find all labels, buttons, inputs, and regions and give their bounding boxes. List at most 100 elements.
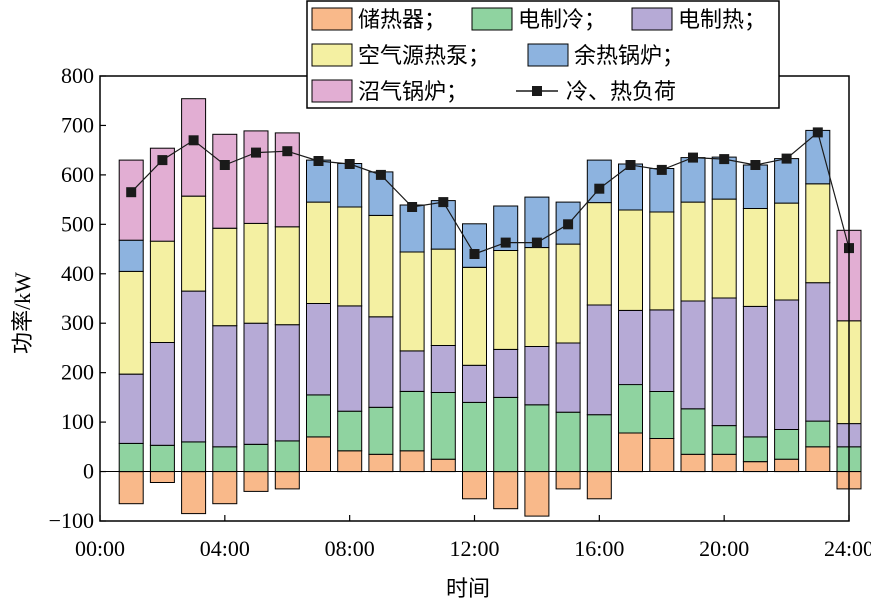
bar-segment-4-hour-23 — [805, 183, 831, 284]
load-marker-hour-23 — [812, 127, 823, 138]
bar-segment-1-hour-1 — [118, 471, 144, 505]
bar-segment-2-hour-22 — [774, 429, 800, 460]
bar-segment-1-hour-13 — [493, 471, 519, 510]
bar-segment-3-hour-2 — [149, 342, 175, 446]
tick-labels: 800 700 600 500 400 300 200 100 0 −100 00:00 04:00 0… — [49, 63, 871, 561]
y-tick-label: 700 — [61, 112, 94, 137]
legend-label-3: 电制热； — [678, 7, 766, 32]
bar-segment-3-hour-1 — [118, 373, 144, 444]
bar-segment-5-hour-19 — [680, 157, 706, 203]
bar-segment-3-hour-11 — [430, 345, 456, 393]
legend-label-1: 储热器； — [358, 7, 446, 32]
legend-label-load: 冷、热负荷 — [566, 79, 676, 104]
bar-segment-4-hour-9 — [368, 214, 394, 318]
bar-segment-5-hour-9 — [368, 171, 394, 216]
y-tick-label: −100 — [49, 508, 94, 533]
y-tick-label: 0 — [83, 459, 94, 484]
bar-segment-2-hour-23 — [805, 420, 831, 448]
load-marker-hour-2 — [157, 155, 168, 166]
bar-segment-1-hour-14 — [524, 471, 550, 517]
bar-segment-5-hour-23 — [805, 129, 831, 185]
bar-segment-6-hour-1 — [118, 159, 144, 241]
x-tick-label: 00:00 — [75, 536, 125, 561]
bar-segment-3-hour-17 — [618, 309, 643, 386]
x-tick-label: 08:00 — [325, 536, 375, 561]
y-tick-label: 200 — [61, 360, 94, 385]
bar-segment-5-hour-8 — [337, 163, 363, 208]
load-marker-hour-10 — [407, 202, 418, 212]
y-tick-label: 100 — [61, 409, 94, 434]
bar-segment-3-hour-13 — [493, 348, 519, 398]
bar-segment-1-hour-8 — [337, 450, 363, 473]
bar-segment-2-hour-4 — [212, 446, 238, 472]
load-marker-hour-1 — [126, 187, 137, 198]
bar-segment-5-hour-1 — [118, 239, 144, 272]
bar-segment-4-hour-11 — [430, 248, 456, 347]
bar-segment-4-hour-5 — [243, 222, 269, 324]
bar-segment-1-hour-15 — [555, 471, 581, 490]
bar-segment-2-hour-10 — [399, 391, 425, 452]
bar-segment-4-hour-1 — [118, 270, 144, 375]
bar-segment-1-hour-5 — [243, 471, 269, 492]
bar-segment-6-hour-3 — [181, 98, 207, 197]
bar-segment-1-hour-10 — [399, 450, 425, 473]
bar-segment-1-hour-16 — [586, 471, 612, 500]
bar-segment-1-hour-6 — [274, 471, 300, 490]
bar-segment-4-hour-15 — [555, 243, 581, 344]
bar-segment-1-hour-18 — [649, 437, 675, 472]
load-marker-hour-7 — [313, 156, 324, 166]
y-axis-label: 功率/kW — [10, 272, 35, 354]
legend-label-6: 沼气锅炉； — [358, 79, 468, 104]
load-marker-hour-20 — [719, 154, 730, 165]
load-marker-hour-19 — [688, 152, 698, 163]
x-tick-label: 04:00 — [200, 536, 250, 561]
bar-segment-5-hour-10 — [399, 204, 425, 253]
bar-segment-3-hour-12 — [462, 364, 487, 403]
bar-segment-1-hour-7 — [306, 436, 331, 472]
bar-segment-3-hour-15 — [555, 342, 581, 413]
y-tick-label: 800 — [61, 63, 94, 88]
bar-segment-6-hour-4 — [212, 133, 238, 229]
bar-segment-4-hour-20 — [711, 198, 737, 299]
bar-segment-3-hour-18 — [649, 309, 675, 392]
load-marker-hour-17 — [625, 160, 636, 170]
bar-segment-4-hour-13 — [493, 250, 519, 350]
legend-items: 储热器； 电制冷； 电制热； 空气源热泵； 余热锅炉； 沼气锅炉； 冷、热负荷 — [311, 7, 766, 104]
bar-segment-4-hour-6 — [274, 226, 300, 326]
bar-segment-5-hour-16 — [586, 159, 612, 204]
bar-segment-4-hour-2 — [149, 240, 175, 344]
load-marker-hour-15 — [563, 219, 574, 230]
y-tick-label: 400 — [61, 261, 94, 286]
bar-segment-3-hour-14 — [524, 346, 550, 406]
bar-segment-2-hour-14 — [524, 404, 550, 472]
bar-segment-2-hour-3 — [181, 441, 207, 473]
bar-segment-1-hour-2 — [149, 471, 175, 484]
bar-segment-3-hour-10 — [399, 350, 425, 392]
load-line-layer — [126, 127, 854, 259]
bar-segment-2-hour-2 — [149, 444, 175, 472]
bar-segment-1-hour-3 — [181, 471, 207, 515]
bar-segment-2-hour-13 — [493, 396, 519, 473]
bar-segment-2-hour-21 — [742, 436, 768, 463]
bar-segment-3-hour-9 — [368, 316, 394, 408]
bar-segment-4-hour-4 — [212, 227, 238, 327]
load-marker-hour-13 — [500, 237, 511, 248]
bar-segment-2-hour-16 — [586, 414, 612, 473]
load-marker-hour-22 — [781, 153, 792, 164]
bar-segment-1-hour-23 — [805, 446, 831, 472]
bar-segment-2-hour-17 — [618, 384, 643, 434]
legend-swatch-4 — [311, 43, 353, 67]
load-line — [130, 131, 850, 255]
load-marker-hour-9 — [375, 169, 386, 180]
bar-segment-3-hour-19 — [680, 300, 706, 410]
bar-segment-2-hour-5 — [243, 443, 269, 473]
bar-layer — [118, 98, 862, 517]
x-tick-label: 24:00 — [824, 536, 871, 561]
bar-segment-1-hour-9 — [368, 453, 394, 473]
bar-segment-4-hour-8 — [337, 206, 363, 307]
bar-segment-2-hour-19 — [680, 408, 706, 455]
bar-segment-4-hour-18 — [649, 211, 675, 311]
load-marker-hour-11 — [438, 197, 449, 208]
y-tick-label: 300 — [61, 310, 94, 335]
